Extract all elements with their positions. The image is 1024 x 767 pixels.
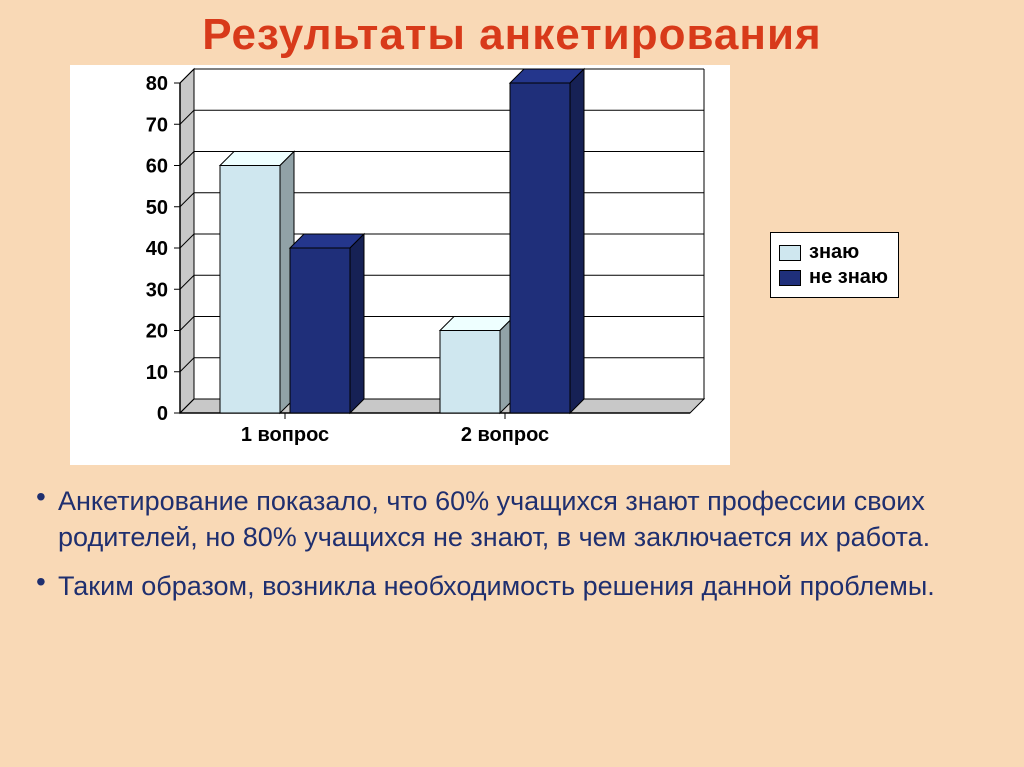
svg-text:20: 20 — [146, 321, 168, 343]
svg-text:80: 80 — [146, 73, 168, 95]
svg-text:70: 70 — [146, 114, 168, 136]
slide: Результаты анкетирования 0 10 20 30 40 50 60 70… — [0, 0, 1024, 767]
svg-text:40: 40 — [146, 238, 168, 260]
bar-chart: 0 10 20 30 40 50 60 70 80 1 вопрос 2 вопрос — [70, 65, 730, 465]
svg-text:1 вопрос: 1 вопрос — [241, 424, 329, 446]
legend-item: не знаю — [779, 266, 888, 289]
legend-swatch-icon — [779, 270, 801, 286]
svg-text:60: 60 — [146, 156, 168, 178]
legend-label: не знаю — [809, 266, 888, 289]
list-item: Анкетирование показало, что 60% учащихся… — [30, 483, 994, 556]
svg-text:30: 30 — [146, 279, 168, 301]
chart-row: 0 10 20 30 40 50 60 70 80 1 вопрос 2 вопрос знаю н… — [70, 65, 1024, 465]
page-title: Результаты анкетирования — [0, 0, 1024, 60]
svg-text:10: 10 — [146, 362, 168, 384]
svg-text:2 вопрос: 2 вопрос — [461, 424, 549, 446]
svg-text:50: 50 — [146, 197, 168, 219]
svg-text:0: 0 — [157, 403, 168, 425]
legend-label: знаю — [809, 241, 859, 264]
legend-swatch-icon — [779, 245, 801, 261]
list-item: Таким образом, возникла необходимость ре… — [30, 568, 994, 604]
bullet-list: Анкетирование показало, что 60% учащихся… — [30, 483, 994, 604]
chart-legend: знаю не знаю — [770, 232, 899, 298]
legend-item: знаю — [779, 241, 888, 264]
